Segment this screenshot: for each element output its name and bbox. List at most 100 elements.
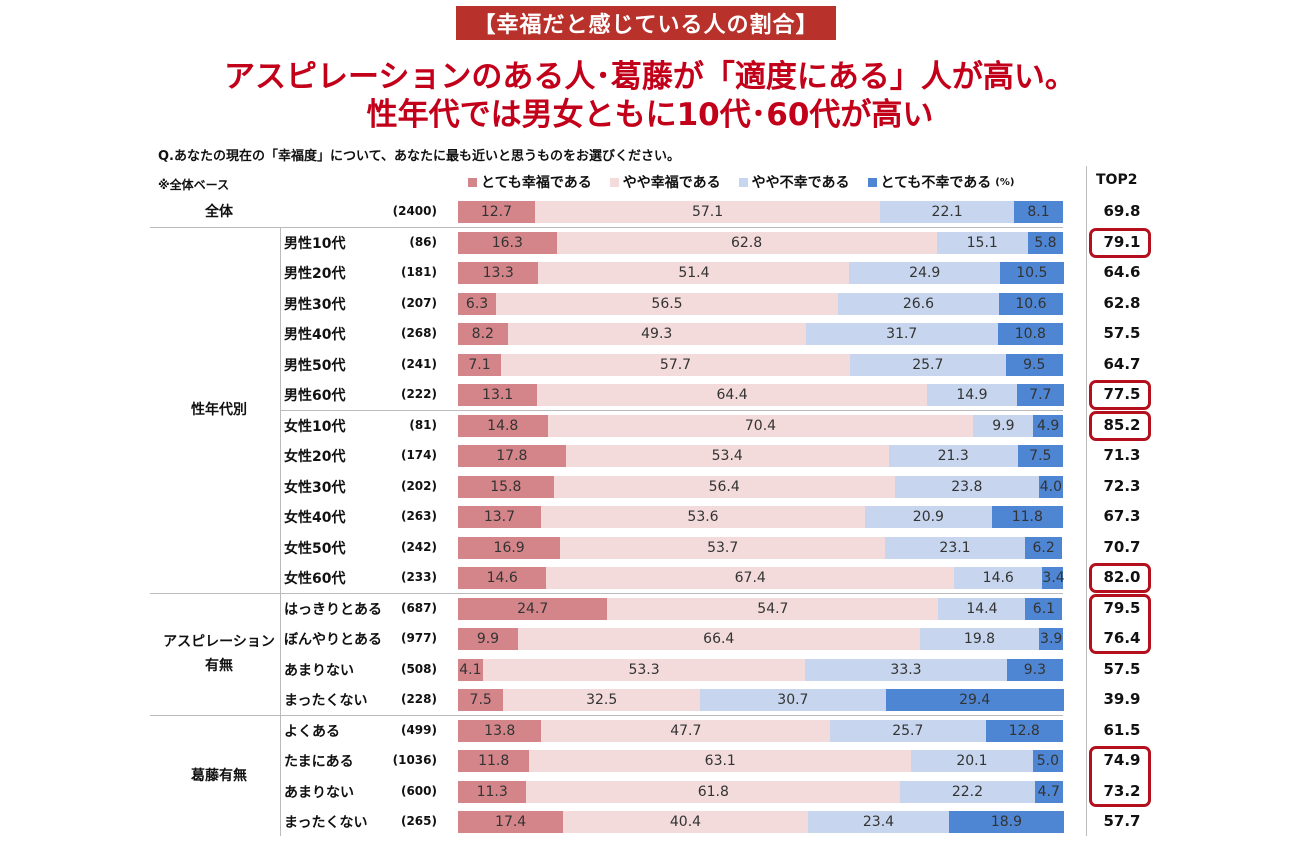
row-label: ぼんやりとある — [284, 632, 382, 648]
seg-very-unhappy — [1033, 414, 1063, 437]
headline-line-2: 性年代では男女ともに10代･60代が高い — [366, 97, 934, 133]
data-label: 49.3 — [641, 326, 673, 342]
data-label: 17.8 — [496, 448, 528, 464]
data-label: 3.9 — [1040, 631, 1063, 647]
seg-very-happy — [458, 811, 564, 833]
seg-somewhat-happy — [537, 384, 927, 406]
group-label: 葛藤有無 — [150, 764, 288, 788]
top2-value: 57.5 — [1103, 659, 1141, 678]
top2-value: 82.0 — [1103, 568, 1141, 586]
data-label: 9.5 — [1023, 356, 1046, 373]
data-label: 14.4 — [966, 600, 998, 617]
group-divider — [150, 715, 1063, 717]
top2-value: 39.9 — [1103, 690, 1141, 708]
seg-somewhat-happy — [563, 811, 808, 833]
question-text: Q.あなたの現在の「幸福度」について、あなたに最も近いと思うものをお選びください… — [158, 149, 680, 164]
seg-very-happy — [458, 231, 557, 254]
data-label: 64.4 — [716, 387, 748, 403]
data-label: 10.5 — [1016, 265, 1048, 281]
seg-very-happy — [458, 658, 483, 681]
seg-somewhat-happy — [538, 262, 850, 284]
top2-value: 64.6 — [1103, 263, 1141, 281]
row-label: あまりない — [284, 784, 354, 801]
seg-somewhat-unhappy — [919, 628, 1040, 650]
data-label: 13.3 — [482, 265, 514, 281]
legend-swatch — [609, 177, 619, 187]
seg-somewhat-happy — [507, 323, 806, 345]
row-label: はっきりとある — [284, 601, 382, 618]
data-label: 26.6 — [902, 295, 934, 312]
seg-somewhat-unhappy — [885, 536, 1025, 559]
data-label: 12.7 — [480, 204, 512, 220]
row-label: 男性40代 — [284, 327, 346, 343]
data-label: 53.7 — [707, 539, 739, 556]
group-label: 全体 — [150, 200, 288, 224]
data-label: 13.1 — [482, 387, 514, 403]
sample-size: (508) — [400, 661, 437, 676]
data-label: 47.7 — [670, 722, 702, 739]
row-label: 女性20代 — [284, 449, 346, 465]
legend-label: やや幸福である — [622, 175, 721, 191]
sample-size: (268) — [400, 326, 437, 340]
group-divider — [150, 593, 1063, 595]
seg-somewhat-happy — [503, 689, 700, 711]
seg-very-happy — [458, 323, 508, 345]
data-label: 25.7 — [912, 356, 944, 373]
group-label-line: 全体 — [205, 204, 233, 220]
seg-very-happy — [458, 262, 539, 284]
data-label: 23.1 — [939, 539, 971, 556]
seg-somewhat-happy — [482, 658, 806, 681]
seg-very-happy — [458, 414, 548, 437]
top2-value: 61.5 — [1103, 720, 1141, 739]
row-label: 女性50代 — [284, 540, 346, 557]
data-label: 12.8 — [1008, 722, 1040, 739]
top2-value: 62.8 — [1103, 293, 1141, 312]
seg-somewhat-unhappy — [830, 719, 986, 742]
group-label-line: 葛藤有無 — [191, 768, 247, 785]
highlight-box — [1089, 593, 1151, 654]
data-label: 13.8 — [484, 722, 516, 739]
data-label: 53.3 — [628, 661, 660, 678]
top2-value: 77.5 — [1103, 385, 1141, 403]
data-label: 7.5 — [469, 692, 492, 708]
legend-swatch — [738, 177, 748, 187]
seg-somewhat-unhappy — [911, 750, 1033, 772]
data-label: 25.7 — [892, 722, 924, 739]
data-label: 4.9 — [1037, 417, 1060, 434]
data-label: 5.0 — [1036, 753, 1059, 769]
seg-somewhat-unhappy — [938, 597, 1026, 620]
row-label: 男性50代 — [284, 357, 346, 374]
seg-somewhat-happy — [546, 567, 955, 589]
data-label: 8.2 — [471, 326, 494, 342]
group-divider — [150, 227, 1063, 229]
sample-size: (207) — [400, 295, 437, 310]
row-label: 男性20代 — [284, 266, 346, 282]
top2-value: 79.5 — [1103, 598, 1141, 617]
seg-somewhat-unhappy — [700, 689, 886, 711]
data-label: 11.8 — [478, 753, 510, 769]
seg-somewhat-happy — [547, 414, 974, 437]
sample-size: (499) — [400, 722, 437, 737]
top2-value: 79.1 — [1103, 232, 1141, 251]
legend-label: とても幸福である — [481, 175, 592, 191]
sample-size: (181) — [400, 265, 437, 279]
seg-very-unhappy — [1024, 536, 1063, 559]
row-label: まったくない — [284, 815, 368, 831]
data-label: 61.8 — [697, 783, 729, 800]
seg-very-happy — [458, 292, 497, 315]
highlight-box — [1089, 746, 1151, 807]
data-label: 33.3 — [890, 661, 922, 678]
seg-somewhat-happy — [526, 780, 901, 803]
seg-very-unhappy — [991, 506, 1063, 528]
data-label: 67.4 — [734, 570, 766, 586]
data-label: 6.1 — [1032, 600, 1056, 617]
data-label: 24.9 — [909, 265, 941, 281]
data-label: 14.6 — [982, 570, 1014, 586]
legend-swatch — [867, 177, 877, 187]
row-label: あまりない — [284, 662, 354, 679]
data-label: 8.1 — [1027, 204, 1050, 220]
data-label: 14.9 — [956, 387, 988, 403]
top2-value: 76.4 — [1103, 629, 1141, 647]
data-label: 40.4 — [669, 814, 702, 830]
